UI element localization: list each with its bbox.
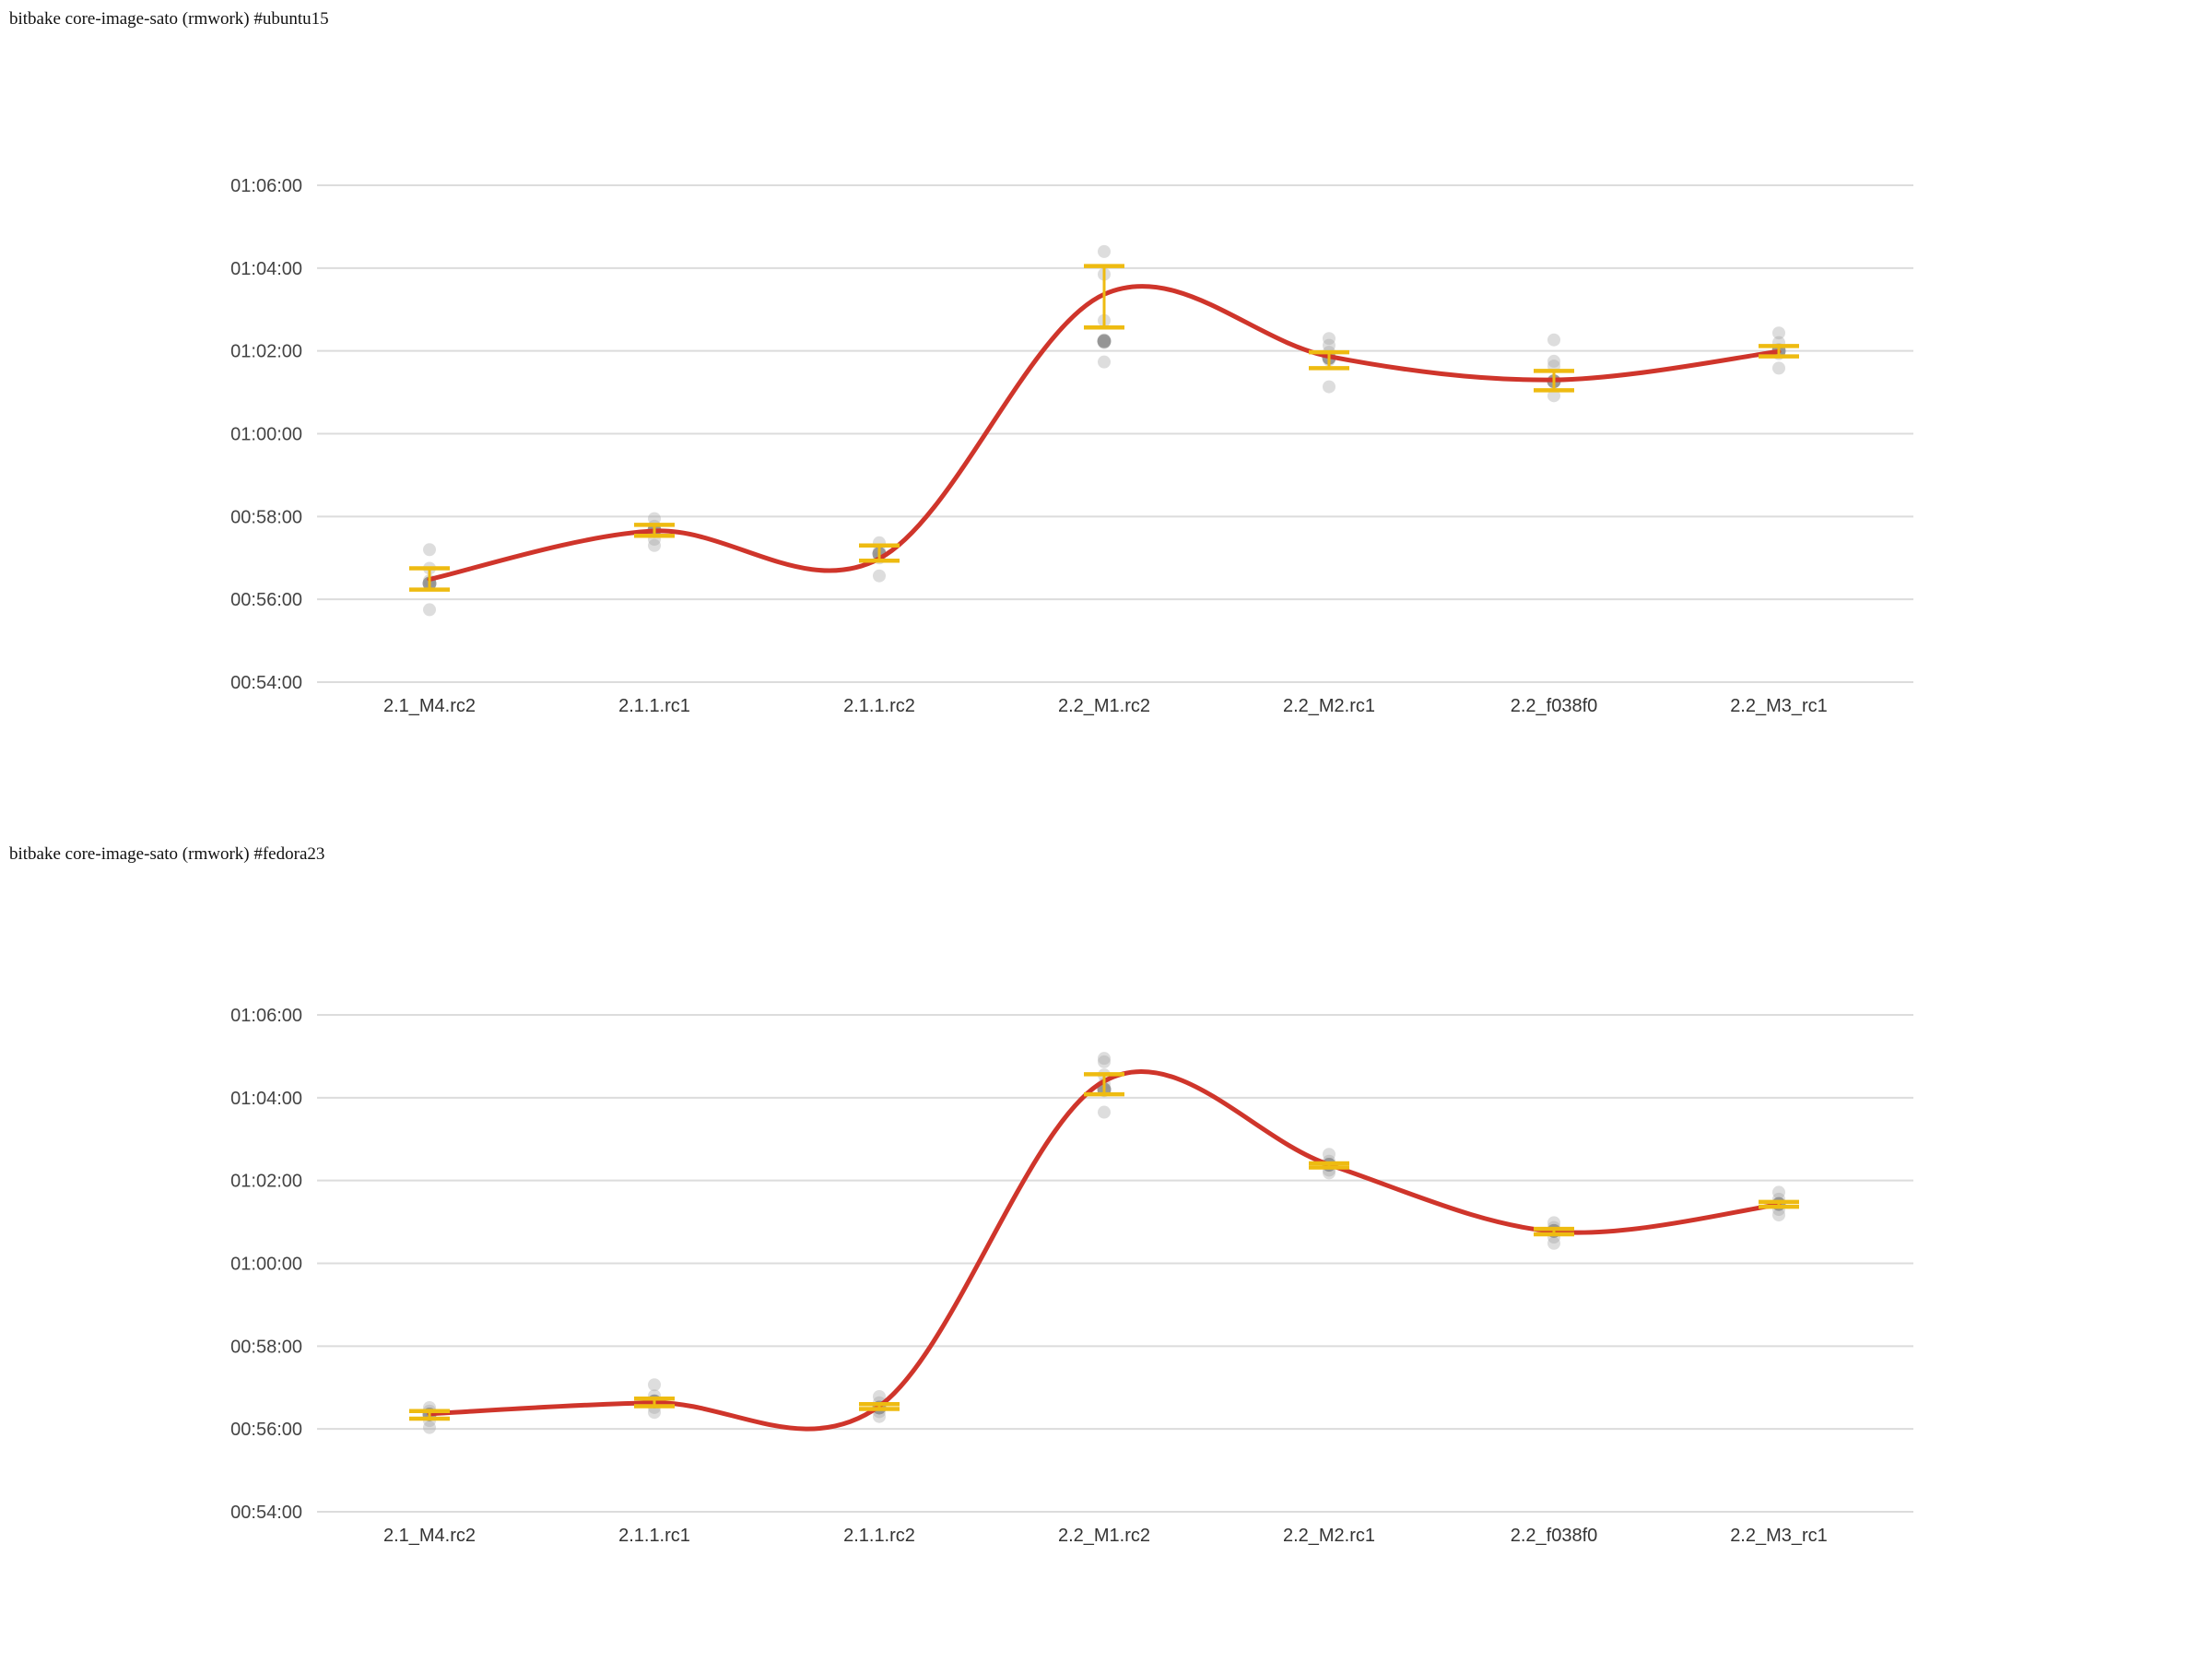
trend-line bbox=[427, 1069, 1782, 1432]
y-axis-tick-label: 01:04:00 bbox=[230, 259, 302, 279]
scatter-point bbox=[1772, 326, 1785, 340]
y-axis-tick-label: 01:02:00 bbox=[230, 342, 302, 362]
y-axis-tick-label: 00:58:00 bbox=[230, 507, 302, 527]
y-axis-tick-label: 01:00:00 bbox=[230, 425, 302, 445]
x-axis-category-label: 2.2_f038f0 bbox=[1511, 1526, 1598, 1546]
scatter-point bbox=[1772, 361, 1785, 375]
scatter-point bbox=[1772, 1185, 1785, 1199]
scatter-point bbox=[648, 538, 661, 552]
x-axis-category-label: 2.2_M1.rc2 bbox=[1058, 1526, 1150, 1546]
scatter-point bbox=[1098, 355, 1111, 369]
scatter-point bbox=[423, 543, 436, 557]
y-axis-tick-label: 01:00:00 bbox=[230, 1255, 302, 1275]
scatter-point bbox=[1772, 1208, 1785, 1222]
scatter-point bbox=[1547, 1236, 1560, 1250]
x-axis-category-label: 2.2_M2.rc1 bbox=[1283, 696, 1375, 716]
x-axis-category-label: 2.2_M2.rc1 bbox=[1283, 1526, 1375, 1546]
x-axis-category-label: 2.2_M3_rc1 bbox=[1730, 1526, 1828, 1546]
scatter-point bbox=[1323, 332, 1335, 346]
x-axis-category-label: 2.1_M4.rc2 bbox=[383, 696, 476, 716]
scatter-point bbox=[1547, 333, 1560, 347]
y-axis-tick-label: 00:58:00 bbox=[230, 1337, 302, 1357]
chart-title-fedora23: bitbake core-image-sato (rmwork) #fedora… bbox=[9, 844, 325, 864]
scatter-point bbox=[1323, 338, 1335, 352]
x-axis-category-label: 2.2_M1.rc2 bbox=[1058, 696, 1150, 716]
y-axis-tick-label: 00:54:00 bbox=[230, 1503, 302, 1523]
chart-title-ubuntu15: bitbake core-image-sato (rmwork) #ubuntu… bbox=[9, 9, 329, 29]
scatter-point bbox=[648, 1378, 661, 1392]
scatter-point bbox=[648, 1406, 661, 1420]
x-axis-category-label: 2.1.1.rc2 bbox=[843, 696, 915, 716]
scatter-point bbox=[873, 569, 886, 583]
y-axis-tick-label: 01:04:00 bbox=[230, 1089, 302, 1109]
scatter-point bbox=[648, 512, 661, 525]
y-axis-tick-label: 00:56:00 bbox=[230, 590, 302, 610]
scatter-point bbox=[423, 603, 436, 617]
x-axis-category-label: 2.1_M4.rc2 bbox=[383, 1526, 476, 1546]
scatter-point bbox=[1098, 244, 1111, 258]
scatter-point bbox=[1098, 1052, 1111, 1066]
y-axis-tick-label: 01:06:00 bbox=[230, 176, 302, 196]
y-axis-tick-label: 00:54:00 bbox=[230, 673, 302, 693]
x-axis-category-label: 2.1.1.rc1 bbox=[618, 1526, 690, 1546]
x-axis-category-label: 2.2_M3_rc1 bbox=[1730, 696, 1828, 716]
scatter-point bbox=[1323, 380, 1335, 394]
chart-block-fedora23: bitbake core-image-sato (rmwork) #fedora… bbox=[0, 830, 2212, 1674]
scatter-point bbox=[1547, 354, 1560, 368]
scatter-point bbox=[423, 1421, 436, 1434]
chart-canvas-fedora23: 00:54:00 00:56:00 00:58:00 01:00:00 01:02:00… bbox=[230, 1006, 1913, 1546]
y-axis-tick-label: 01:02:00 bbox=[230, 1172, 302, 1192]
trend-line bbox=[427, 284, 1782, 582]
chart-canvas-ubuntu15: 00:54:00 00:56:00 00:58:00 01:00:00 01:02:00… bbox=[230, 176, 1913, 716]
median-point bbox=[1097, 334, 1112, 348]
scatter-point bbox=[1323, 1148, 1335, 1161]
scatter-point bbox=[873, 1389, 886, 1403]
scatter-point bbox=[1547, 389, 1560, 403]
x-axis-category-label: 2.1.1.rc2 bbox=[843, 1526, 915, 1546]
x-axis-category-label: 2.1.1.rc1 bbox=[618, 696, 690, 716]
y-axis-tick-label: 00:56:00 bbox=[230, 1420, 302, 1440]
scatter-point bbox=[1098, 1105, 1111, 1119]
scatter-point bbox=[1098, 1055, 1111, 1068]
y-axis-tick-label: 01:06:00 bbox=[230, 1006, 302, 1026]
chart-block-ubuntu15: bitbake core-image-sato (rmwork) #ubuntu… bbox=[0, 0, 2212, 830]
x-axis-category-label: 2.2_f038f0 bbox=[1511, 696, 1598, 716]
